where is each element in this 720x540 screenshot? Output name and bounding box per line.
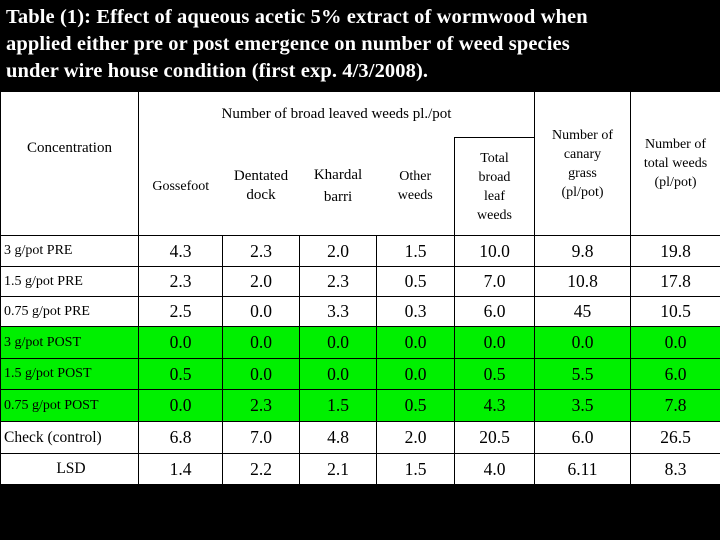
table-row: Check (control) 6.8 7.0 4.8 2.0 20.5 6.0 26.5 [0,421,720,454]
cell-value: 6.0 [454,296,535,327]
cell-value: 6.0 [630,358,720,390]
cell-value: 0.5 [376,389,455,422]
total-broad-leaf-header: Total broad leaf weeds [454,137,535,236]
cell-value: 10.8 [534,266,631,297]
cell-value: 9.8 [534,235,631,267]
cell-value: 0.5 [454,358,535,390]
cell-value: 0.0 [138,326,223,359]
cell-value: 0.5 [376,266,455,297]
cell-value: 1.5 [376,235,455,267]
cell-value: 0.0 [376,358,455,390]
table-title: Table (1): Effect of aqueous acetic 5% e… [6,4,716,85]
row-label: 0.75 g/pot PRE [0,296,139,327]
table-row: 1.5 g/pot POST 0.5 0.0 0.0 0.0 0.5 5.5 6.0 [0,358,720,390]
cell-value: 2.3 [222,389,300,422]
weed-data-table: Concentration Number of broad leaved wee… [0,91,720,485]
cell-value: 4.3 [138,235,223,267]
bottom-bar [0,508,720,540]
cell-value: 7.0 [454,266,535,297]
table-row: 3 g/pot PRE 4.3 2.3 2.0 1.5 10.0 9.8 19.8 [0,235,720,267]
cell-value: 20.5 [454,421,535,454]
cell-value: 2.5 [138,296,223,327]
cell-value: 7.0 [222,421,300,454]
cell-value: 2.3 [299,266,377,297]
cell-value: 8.3 [630,453,720,485]
concentration-header: Concentration [0,91,139,236]
title-line-2: applied either pre or post emergence on … [6,33,570,55]
header-row-1: Concentration Number of broad leaved wee… [0,91,720,236]
row-label: Check (control) [0,421,139,454]
cell-value: 26.5 [630,421,720,454]
dentated-dock-header: Dentated dock [222,137,300,236]
row-label: 1.5 g/pot PRE [0,266,139,297]
cell-value: 1.5 [299,389,377,422]
cell-value: 0.0 [222,358,300,390]
cell-value: 0.0 [222,296,300,327]
cell-value: 3.3 [299,296,377,327]
table-row: 1.5 g/pot PRE 2.3 2.0 2.3 0.5 7.0 10.8 17.8 [0,266,720,297]
row-label: 0.75 g/pot POST [0,389,139,422]
table-row: LSD 1.4 2.2 2.1 1.5 4.0 6.11 8.3 [0,453,720,485]
cell-value: 6.8 [138,421,223,454]
cell-value: 2.1 [299,453,377,485]
cell-value: 3.5 [534,389,631,422]
cell-value: 2.0 [222,266,300,297]
row-label: 3 g/pot POST [0,326,139,359]
cell-value: 0.5 [138,358,223,390]
cell-value: 0.0 [222,326,300,359]
row-label: 3 g/pot PRE [0,235,139,267]
cell-value: 17.8 [630,266,720,297]
cell-value: 4.0 [454,453,535,485]
title-line-1: Table (1): Effect of aqueous acetic 5% e… [6,6,588,28]
cell-value: 7.8 [630,389,720,422]
other-weeds-header: Other weeds [376,137,455,236]
row-label: 1.5 g/pot POST [0,358,139,390]
cell-value: 5.5 [534,358,631,390]
total-weeds-header: Number of total weeds (pl/pot) [630,91,720,236]
cell-value: 0.0 [299,326,377,359]
cell-value: 2.0 [299,235,377,267]
row-label: LSD [0,453,139,485]
cell-value: 10.0 [454,235,535,267]
gossefoot-header: Gossefoot [138,137,223,236]
cell-value: 2.3 [138,266,223,297]
cell-value: 4.3 [454,389,535,422]
cell-value: 6.11 [534,453,631,485]
cell-value: 0.0 [454,326,535,359]
cell-value: 1.5 [376,453,455,485]
table-row: 0.75 g/pot POST 0.0 2.3 1.5 0.5 4.3 3.5 7.8 [0,389,720,422]
cell-value: 19.8 [630,235,720,267]
canary-grass-header: Number of canary grass (pl/pot) [534,91,631,236]
cell-value: 10.5 [630,296,720,327]
cell-value: 1.4 [138,453,223,485]
table-row: 3 g/pot POST 0.0 0.0 0.0 0.0 0.0 0.0 0.0 [0,326,720,359]
cell-value: 4.8 [299,421,377,454]
header-row-2: Gossefoot Dentated dock Khardal barri Othe… [1,137,720,236]
cell-value: 0.0 [534,326,631,359]
cell-value: 0.0 [299,358,377,390]
cell-value: 0.0 [376,326,455,359]
cell-value: 0.0 [630,326,720,359]
title-line-3: under wire house condition (first exp. 4… [6,60,429,82]
cell-value: 2.2 [222,453,300,485]
broad-leaved-group-header: Number of broad leaved weeds pl./pot [138,91,535,138]
cell-value: 6.0 [534,421,631,454]
khardal-barri-header: Khardal barri [299,137,377,236]
cell-value: 2.3 [222,235,300,267]
cell-value: 45 [534,296,631,327]
cell-value: 0.3 [376,296,455,327]
cell-value: 0.0 [138,389,223,422]
table-row: 0.75 g/pot PRE 2.5 0.0 3.3 0.3 6.0 45 10.5 [0,296,720,327]
cell-value: 2.0 [376,421,455,454]
